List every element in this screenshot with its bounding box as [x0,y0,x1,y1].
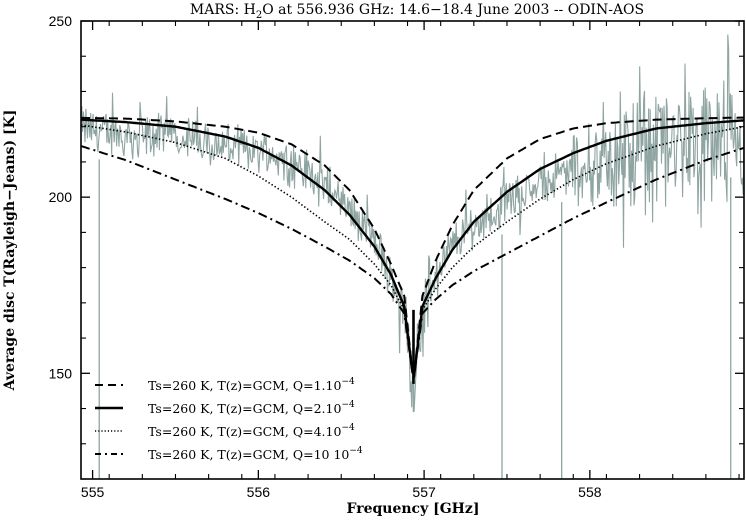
legend-label-text: Ts=260 K, T(z)=GCM, Q=4.10 [148,424,341,439]
legend-label-text: Ts=260 K, T(z)=GCM, Q=1.10 [148,378,341,393]
plot-area [81,34,744,479]
y-tick-label: 150 [49,365,73,381]
y-axis-label: Average disc T(Rayleigh−Jeans) [K] [2,110,18,392]
title-suffix: O at 556.936 GHz: 14.6−18.4 June 2003 --… [262,2,644,18]
legend-label-exponent: −4 [349,446,363,456]
legend-item: Ts=260 K, T(z)=GCM, Q=10 10−4 [95,446,363,462]
chart-title: MARS: H2O at 556.936 GHz: 14.6−18.4 June… [190,2,644,21]
model-curve-dashdot [81,145,744,378]
y-tick-label: 250 [49,13,73,29]
title-subscript: 2 [256,10,262,21]
legend-item: Ts=260 K, T(z)=GCM, Q=1.10−4 [95,377,355,393]
x-tick-label: 556 [247,484,271,500]
x-tick-label: 557 [412,484,436,500]
legend-label-text: Ts=260 K, T(z)=GCM, Q=2.10 [148,401,341,416]
legend-item: Ts=260 K, T(z)=GCM, Q=2.10−4 [95,400,355,416]
x-tick-label: 555 [81,484,105,500]
legend-label-exponent: −4 [341,377,355,387]
title-prefix: MARS: H [190,2,256,18]
legend-label: Ts=260 K, T(z)=GCM, Q=1.10−4 [148,377,355,393]
legend-label: Ts=260 K, T(z)=GCM, Q=4.10−4 [148,423,355,439]
x-tick-label: 558 [578,484,602,500]
legend: Ts=260 K, T(z)=GCM, Q=1.10−4Ts=260 K, T(… [95,377,363,462]
x-axis: 555 556 557 558 [81,21,740,500]
legend-item: Ts=260 K, T(z)=GCM, Q=4.10−4 [95,423,355,439]
legend-label: Ts=260 K, T(z)=GCM, Q=2.10−4 [148,400,355,416]
y-axis: 250 200 150 [49,13,744,480]
plot-frame [80,20,745,480]
model-layer [81,116,744,384]
legend-label-exponent: −4 [341,423,355,433]
y-tick-label: 200 [49,189,73,205]
legend-label-exponent: −4 [341,400,355,410]
legend-label-text: Ts=260 K, T(z)=GCM, Q=10 10 [148,447,349,462]
legend-label: Ts=260 K, T(z)=GCM, Q=10 10−4 [148,446,363,462]
x-axis-label: Frequency [GHz] [347,501,480,517]
